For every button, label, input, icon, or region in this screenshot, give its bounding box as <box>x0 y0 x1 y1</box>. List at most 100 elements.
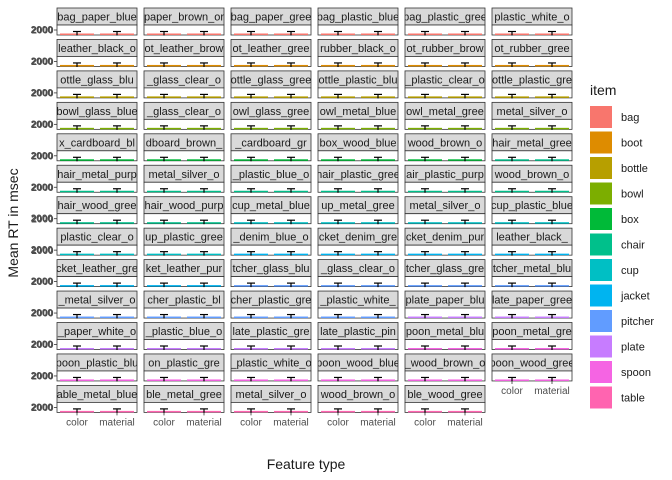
facet-plot-area <box>143 181 225 193</box>
y-tick-label: 2000 <box>31 402 54 413</box>
legend: item bag boot bottle bowl box chair cup jacket pi… <box>590 82 654 409</box>
facet-plot-area <box>491 56 573 67</box>
y-tick-label: 2000 <box>31 88 54 99</box>
facet-strip-label: bowl_glass_blue <box>56 106 137 118</box>
legend-key-jacket <box>590 284 612 307</box>
x-tick-label: material <box>273 417 309 428</box>
facet-strip-label: ket_leather_pur <box>146 263 223 275</box>
facet-plot-area <box>317 401 399 413</box>
y-tick-label: 2000 <box>31 57 54 68</box>
facet-plot-area <box>317 276 399 288</box>
facet-strip-label: ottle_glass_blu <box>60 74 133 86</box>
facet-strip-label: _metal_silver_o <box>57 295 135 307</box>
facet-plot-area <box>143 56 225 67</box>
legend-key-spoon <box>590 361 612 383</box>
legend-key-pitcher <box>590 310 612 332</box>
facet-strip-label: owl_metal_gree <box>406 106 484 118</box>
facet-strip-label: ot_leather_gree <box>232 43 309 55</box>
facet-strip-label: _wood_brown_o <box>404 357 486 369</box>
x-tick-label: color <box>66 417 88 428</box>
facet-strip-label: metal_silver_o <box>149 169 220 181</box>
x-axis-title: Feature type <box>267 456 346 472</box>
x-tick-label: material <box>186 417 222 428</box>
facet-plot-area <box>317 118 399 130</box>
facet-strip-label: rubber_black_o <box>320 43 396 55</box>
legend-label-table: table <box>621 393 645 405</box>
legend-key-bottle <box>590 157 612 179</box>
facet-plot-area <box>404 24 486 36</box>
facet-plot-area <box>404 150 486 162</box>
facet-plot-area <box>230 370 312 382</box>
x-tick-label: material <box>360 417 396 428</box>
y-tick-label: 2000 <box>31 183 54 194</box>
facet-strip-label: _glass_clear_o <box>320 263 395 275</box>
y-tick-label: 2000 <box>31 25 54 36</box>
facet-plot-area <box>404 118 486 130</box>
facet-strip-label: hair_plastic_gree <box>316 169 400 181</box>
y-tick-label: 2000 <box>31 214 54 225</box>
facet-strip-label: poon_metal_blu <box>406 326 484 338</box>
x-tick-label: color <box>153 417 175 428</box>
facet-plot-area <box>230 276 312 288</box>
facet-strip-label: _glass_clear_o <box>146 106 221 118</box>
facet-plot-area <box>230 244 312 256</box>
facet-plot-area <box>404 276 486 288</box>
facet-strip-label: tcher_glass_blu <box>232 263 309 275</box>
facet-plot-area <box>404 307 486 319</box>
legend-label-chair: chair <box>621 240 645 252</box>
y-tick-label: 2000 <box>31 214 54 225</box>
facet-plot-area <box>317 24 399 36</box>
facet-strip-label: _plastic_clear_o <box>404 74 485 86</box>
facet-plot-area <box>491 307 573 319</box>
y-tick-label: 2000 <box>31 26 54 37</box>
facet-plot-area <box>230 56 312 67</box>
facet-plot-area <box>230 24 312 36</box>
facet-plot-area <box>143 150 225 162</box>
facet-plot-area <box>404 56 486 67</box>
facet-strip-label: _plastic_white_ <box>319 295 396 307</box>
legend-key-bag <box>590 106 612 128</box>
legend-key-chair <box>590 233 612 256</box>
facet-plot-area <box>230 181 312 193</box>
facet-strip-label: able_metal_blue <box>57 389 138 401</box>
facet-plot-area <box>143 370 225 382</box>
y-tick-label: 2000 <box>31 309 54 320</box>
facet-plot-area <box>230 307 312 319</box>
facet-strip-label: _cardboard_gr <box>234 137 307 149</box>
facet-plot-area <box>491 276 573 288</box>
facet-strip-label: ble_metal_gree <box>146 389 222 401</box>
facet-strip-label: tcher_metal_blu <box>493 263 571 275</box>
legend-label-bag: bag <box>621 112 639 124</box>
facet-strip-label: up_plastic_gree <box>145 232 223 244</box>
y-tick-label: 2000 <box>31 277 54 288</box>
legend-title: item <box>590 82 616 98</box>
facet-strip-label: wood_brown_o <box>494 169 570 181</box>
facet-plot-area <box>317 213 399 225</box>
facet-strip-label: plate_paper_blu <box>406 295 485 307</box>
facet-strip-label: leather_black_ <box>496 232 568 244</box>
legend-key-bowl <box>590 182 612 205</box>
legend-label-pitcher: pitcher <box>621 316 654 328</box>
y-tick-label: 2000 <box>31 372 54 383</box>
y-tick-label: 2000 <box>31 56 54 67</box>
legend-key-boot <box>590 131 612 154</box>
x-tick-label: material <box>99 417 135 428</box>
facet-plot-area <box>143 339 225 350</box>
facet-plot-area <box>317 181 399 193</box>
facet-strip-label: cup_plastic_blue <box>491 200 573 212</box>
facet-plot-area <box>491 118 573 130</box>
facet-strip-label: hair_metal_purp <box>57 169 137 181</box>
facet-plot-area <box>404 401 486 413</box>
facet-strip-label: cup_metal_blue <box>232 200 310 212</box>
facet-strip-label: paper_brown_or <box>144 12 224 24</box>
facet-strip-label: ottle_glass_gree <box>231 74 312 86</box>
facet-plot-area <box>230 213 312 225</box>
legend-label-bowl: bowl <box>621 189 644 201</box>
facet-strip-label: poon_plastic_blu <box>56 357 139 369</box>
facet-strip-label: poon_wood_blue <box>316 357 400 369</box>
facet-strip-label: _plastic_blue_o <box>145 326 222 338</box>
facet-strip-label: ot_rubber_gree <box>494 43 569 55</box>
facet-strip-label: _plastic_blue_o <box>232 169 309 181</box>
facet-strip-label: ot_leather_brow <box>145 43 224 55</box>
facet-strip-label: poon_wood_gree <box>489 357 574 369</box>
